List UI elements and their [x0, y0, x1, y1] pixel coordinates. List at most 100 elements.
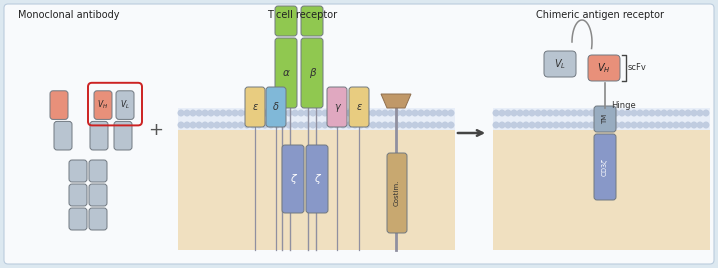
Circle shape — [679, 122, 685, 128]
Text: $V_L$: $V_L$ — [554, 57, 566, 71]
Text: $V_H$: $V_H$ — [597, 61, 611, 75]
Circle shape — [274, 110, 280, 116]
FancyBboxPatch shape — [54, 121, 72, 150]
Circle shape — [286, 122, 292, 128]
Circle shape — [340, 110, 346, 116]
Text: α: α — [283, 68, 289, 78]
Circle shape — [304, 122, 309, 128]
Bar — [493, 108, 710, 130]
Circle shape — [382, 122, 388, 128]
Circle shape — [244, 122, 250, 128]
Circle shape — [388, 122, 393, 128]
FancyBboxPatch shape — [50, 91, 68, 120]
Circle shape — [613, 110, 619, 116]
Circle shape — [280, 110, 286, 116]
Circle shape — [559, 110, 565, 116]
Circle shape — [703, 110, 709, 116]
Circle shape — [340, 122, 346, 128]
Circle shape — [292, 110, 298, 116]
Circle shape — [448, 122, 454, 128]
FancyBboxPatch shape — [89, 184, 107, 206]
Circle shape — [643, 110, 649, 116]
Circle shape — [328, 110, 334, 116]
Bar — [493, 130, 710, 250]
Circle shape — [232, 122, 238, 128]
Circle shape — [370, 122, 376, 128]
Text: T cell receptor: T cell receptor — [267, 10, 337, 20]
Circle shape — [382, 110, 388, 116]
Circle shape — [511, 110, 517, 116]
Circle shape — [583, 122, 589, 128]
Circle shape — [559, 122, 565, 128]
Circle shape — [430, 110, 436, 116]
Circle shape — [631, 110, 637, 116]
Circle shape — [691, 122, 696, 128]
Circle shape — [667, 122, 673, 128]
Bar — [178, 108, 455, 130]
Circle shape — [358, 122, 364, 128]
Circle shape — [418, 122, 424, 128]
FancyBboxPatch shape — [116, 91, 134, 120]
Circle shape — [412, 110, 418, 116]
Circle shape — [547, 122, 553, 128]
FancyBboxPatch shape — [4, 4, 714, 264]
Circle shape — [667, 110, 673, 116]
Circle shape — [322, 122, 328, 128]
FancyBboxPatch shape — [89, 160, 107, 182]
Circle shape — [346, 110, 352, 116]
Circle shape — [589, 110, 595, 116]
Circle shape — [394, 110, 400, 116]
Circle shape — [400, 122, 406, 128]
Circle shape — [190, 110, 196, 116]
FancyBboxPatch shape — [114, 121, 132, 150]
Circle shape — [364, 122, 370, 128]
Text: CD3$\zeta$: CD3$\zeta$ — [600, 157, 610, 177]
Circle shape — [358, 110, 364, 116]
Circle shape — [353, 110, 358, 116]
Circle shape — [553, 110, 559, 116]
Circle shape — [250, 110, 256, 116]
Circle shape — [196, 122, 202, 128]
Circle shape — [394, 122, 400, 128]
Circle shape — [304, 110, 309, 116]
Circle shape — [499, 122, 505, 128]
Circle shape — [523, 110, 528, 116]
FancyBboxPatch shape — [301, 38, 323, 108]
Text: Monoclonal antibody: Monoclonal antibody — [18, 10, 119, 20]
Circle shape — [697, 122, 703, 128]
Circle shape — [541, 122, 547, 128]
Text: TM: TM — [602, 114, 608, 124]
Circle shape — [418, 110, 424, 116]
FancyBboxPatch shape — [90, 121, 108, 150]
Text: Chimeric antigen receptor: Chimeric antigen receptor — [536, 10, 664, 20]
Circle shape — [437, 122, 442, 128]
FancyBboxPatch shape — [89, 208, 107, 230]
Circle shape — [583, 110, 589, 116]
Text: ζ: ζ — [314, 174, 320, 184]
Circle shape — [322, 110, 328, 116]
Text: ζ: ζ — [290, 174, 296, 184]
Circle shape — [269, 122, 274, 128]
Circle shape — [577, 110, 583, 116]
Circle shape — [649, 122, 655, 128]
Circle shape — [553, 122, 559, 128]
Circle shape — [691, 110, 696, 116]
Circle shape — [388, 110, 393, 116]
Circle shape — [274, 122, 280, 128]
Circle shape — [499, 110, 505, 116]
Circle shape — [196, 110, 202, 116]
Circle shape — [238, 122, 244, 128]
Text: γ: γ — [334, 102, 340, 112]
Circle shape — [424, 122, 430, 128]
Circle shape — [607, 122, 612, 128]
Text: $V_L$: $V_L$ — [120, 99, 130, 111]
Circle shape — [286, 110, 292, 116]
Text: +: + — [149, 121, 164, 139]
Circle shape — [334, 122, 340, 128]
Circle shape — [565, 110, 571, 116]
FancyBboxPatch shape — [282, 145, 304, 213]
FancyBboxPatch shape — [69, 184, 87, 206]
Text: β: β — [309, 68, 315, 78]
Circle shape — [595, 110, 601, 116]
Circle shape — [577, 122, 583, 128]
